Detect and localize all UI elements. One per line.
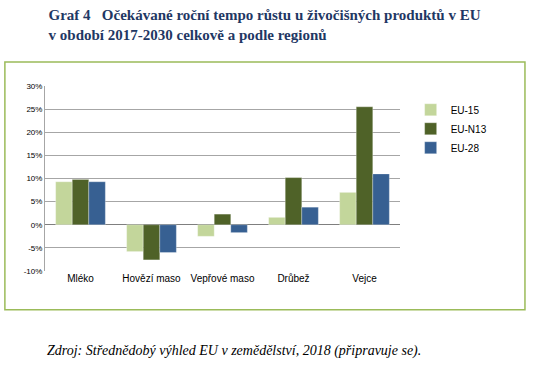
svg-text:Zdroj: Střednědobý výhled EU v: Zdroj: Střednědobý výhled EU v zemědělst…	[47, 343, 421, 359]
svg-text:20%: 20%	[26, 128, 42, 137]
svg-text:-5%: -5%	[28, 244, 42, 253]
svg-text:EU-N13: EU-N13	[451, 124, 487, 135]
svg-text:0%: 0%	[31, 221, 43, 230]
svg-text:30%: 30%	[26, 82, 42, 91]
svg-text:Hovězí maso: Hovězí maso	[122, 273, 181, 284]
svg-text:EU-28: EU-28	[451, 143, 480, 154]
svg-text:Vepřové maso: Vepřové maso	[191, 273, 255, 284]
svg-text:EU-15: EU-15	[451, 105, 480, 116]
svg-text:Drůbež: Drůbež	[277, 273, 309, 284]
svg-text:10%: 10%	[26, 174, 42, 183]
svg-text:25%: 25%	[26, 105, 42, 114]
svg-text:Vejce: Vejce	[352, 273, 377, 284]
svg-text:Graf 4 Očekávané roční tempo: Graf 4 Očekávané roční tempo růstu u živ…	[49, 7, 481, 43]
svg-text:-10%: -10%	[24, 267, 43, 276]
svg-text:Mléko: Mléko	[67, 273, 94, 284]
svg-text:5%: 5%	[31, 197, 43, 206]
svg-text:15%: 15%	[26, 151, 42, 160]
